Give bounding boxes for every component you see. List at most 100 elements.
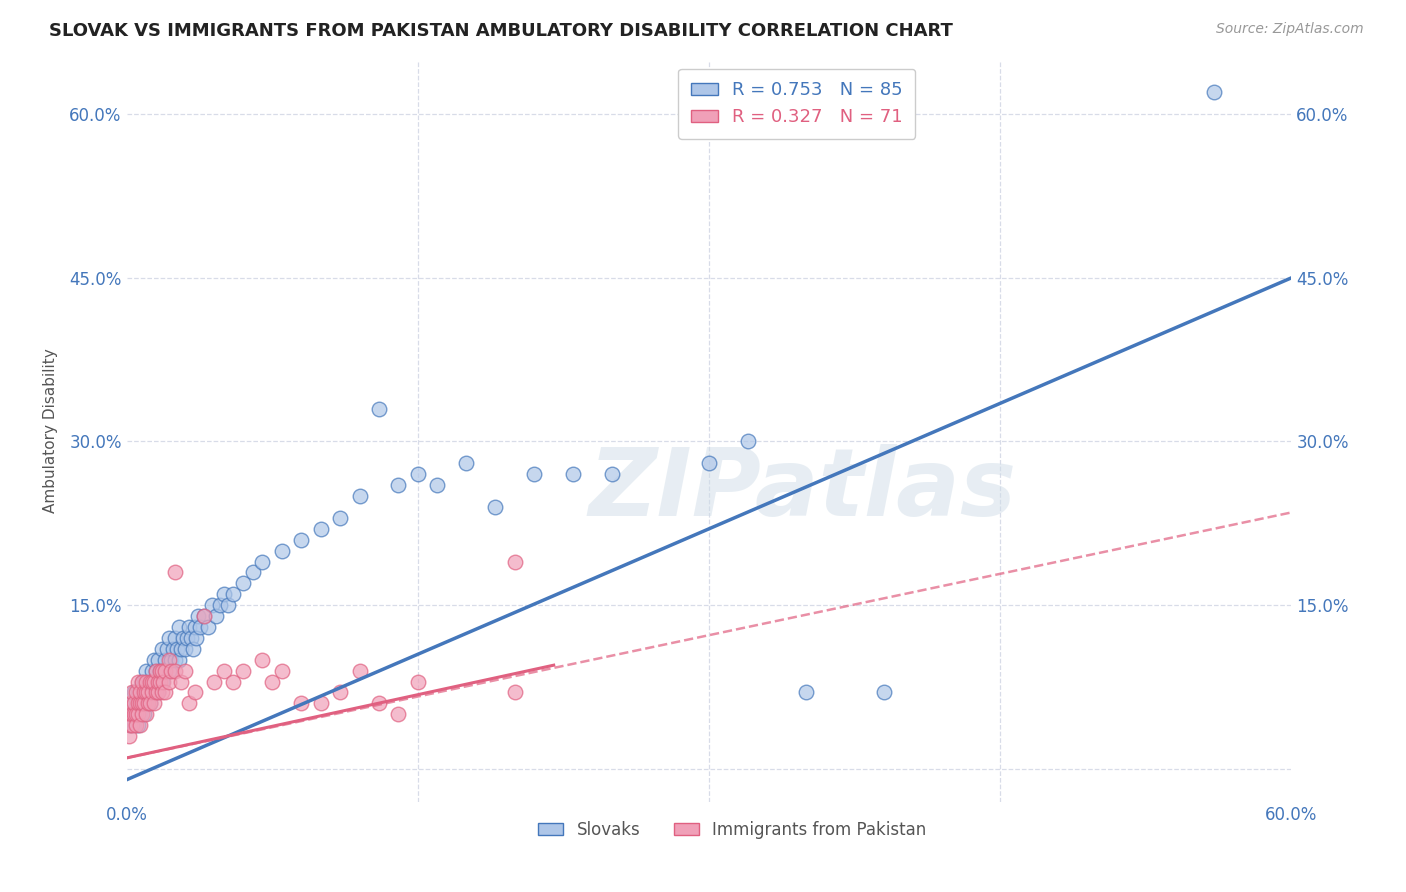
Point (124, 697, 146, 711)
Point (141, 685, 163, 699)
Point (131, 707, 153, 722)
Point (127, 685, 149, 699)
Point (737, 434, 759, 449)
Point (124, 707, 146, 722)
Point (183, 685, 205, 699)
Point (172, 631, 194, 645)
Point (165, 566, 187, 580)
Point (145, 674, 167, 689)
Point (150, 664, 173, 678)
Point (135, 674, 157, 689)
Point (212, 664, 235, 678)
Point (309, 522, 332, 536)
Point (252, 555, 274, 569)
Point (129, 697, 152, 711)
Point (160, 653, 183, 667)
Y-axis label: Ambulatory Disability: Ambulatory Disability (44, 348, 58, 513)
Point (368, 401, 391, 416)
Point (132, 685, 155, 699)
Point (150, 674, 173, 689)
Point (503, 685, 526, 699)
Point (127, 718, 149, 732)
Point (121, 685, 143, 699)
Point (262, 674, 284, 689)
Point (145, 664, 167, 678)
Point (165, 631, 187, 645)
Point (368, 697, 391, 711)
Point (146, 674, 169, 689)
Point (127, 674, 149, 689)
Point (562, 467, 585, 482)
Point (193, 609, 215, 624)
Point (146, 685, 169, 699)
Point (167, 653, 190, 667)
Point (129, 697, 152, 711)
Point (124, 718, 146, 732)
Point (166, 641, 188, 656)
Point (155, 664, 177, 678)
Point (157, 664, 180, 678)
Point (145, 664, 167, 678)
Point (503, 555, 526, 569)
Point (484, 500, 506, 514)
Point (135, 707, 157, 722)
Point (202, 674, 225, 689)
Point (136, 685, 159, 699)
Point (142, 685, 165, 699)
Point (177, 697, 200, 711)
Point (157, 674, 180, 689)
Point (252, 653, 274, 667)
Point (149, 664, 172, 678)
Point (142, 653, 165, 667)
Point (121, 707, 143, 722)
Point (183, 620, 205, 634)
Point (208, 598, 231, 612)
Point (176, 631, 198, 645)
Point (131, 685, 153, 699)
Point (157, 631, 180, 645)
Point (125, 697, 148, 711)
Point (290, 697, 312, 711)
Point (201, 598, 224, 612)
Point (124, 685, 146, 699)
Point (232, 576, 254, 591)
Point (146, 653, 169, 667)
Point (127, 697, 149, 711)
Point (309, 697, 332, 711)
Point (131, 697, 153, 711)
Point (232, 664, 254, 678)
Point (170, 641, 193, 656)
Point (217, 598, 239, 612)
Point (152, 664, 174, 678)
Point (349, 489, 371, 503)
Point (349, 664, 371, 678)
Point (162, 641, 184, 656)
Point (387, 478, 409, 492)
Point (131, 674, 153, 689)
Point (523, 467, 546, 482)
Text: ZIPatlas: ZIPatlas (588, 444, 1017, 536)
Point (136, 674, 159, 689)
Point (149, 674, 172, 689)
Point (186, 631, 208, 645)
Point (132, 697, 155, 711)
Point (180, 631, 202, 645)
Point (600, 467, 623, 482)
Point (329, 511, 352, 525)
Point (406, 467, 429, 482)
Point (271, 543, 294, 558)
Point (132, 674, 155, 689)
Point (125, 685, 148, 699)
Point (139, 674, 162, 689)
Text: SLOVAK VS IMMIGRANTS FROM PAKISTAN AMBULATORY DISABILITY CORRELATION CHART: SLOVAK VS IMMIGRANTS FROM PAKISTAN AMBUL… (49, 22, 953, 40)
Point (141, 674, 163, 689)
Point (125, 707, 148, 722)
Point (117, 729, 139, 743)
Point (242, 566, 264, 580)
Point (212, 587, 235, 601)
Point (149, 664, 172, 678)
Point (135, 664, 157, 678)
Point (152, 674, 174, 689)
Point (456, 456, 478, 470)
Point (156, 641, 179, 656)
